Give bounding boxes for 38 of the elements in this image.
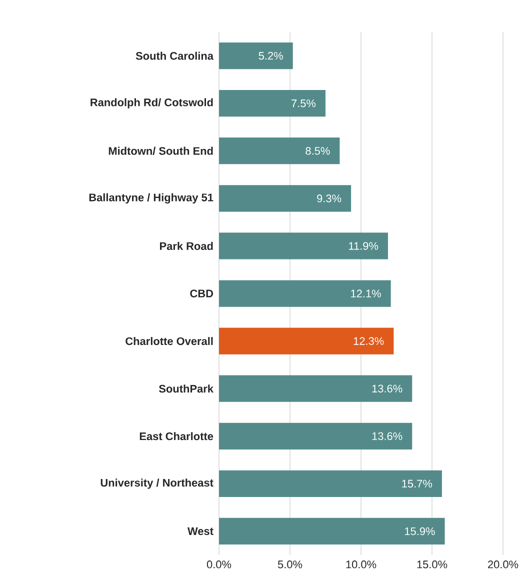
y-tick-label: University / Northeast: [100, 478, 214, 489]
y-tick-label: Randolph Rd/ Cotswold: [90, 98, 213, 108]
data-label: 15.7%: [402, 480, 432, 488]
data-label: 12.3%: [354, 337, 384, 345]
y-tick-label: East Charlotte: [140, 432, 214, 440]
y-tick-label: SouthPark: [158, 384, 214, 393]
y-tick-label: South Carolina: [136, 52, 214, 60]
data-label: 7.5%: [292, 99, 316, 108]
y-tick-label: West: [188, 527, 214, 536]
bar: [219, 470, 442, 497]
x-tick-label: 15.0%: [417, 560, 448, 568]
bar: [219, 422, 412, 450]
data-label: 15.9%: [405, 527, 435, 536]
x-tick-label: 5.0%: [278, 560, 302, 568]
y-tick-label: CBD: [190, 290, 214, 298]
bar: [219, 375, 412, 402]
y-tick-label: Park Road: [160, 242, 213, 250]
x-tick-label: 20.0%: [488, 560, 518, 568]
bar: [219, 518, 445, 545]
bar: [219, 232, 388, 260]
data-label: 13.6%: [372, 384, 402, 392]
bar: [219, 185, 352, 212]
bar: [219, 90, 326, 117]
bar: [219, 328, 394, 354]
x-tick-label: 10.0%: [346, 560, 376, 568]
y-tick-label: Midtown/ South End: [108, 146, 213, 155]
data-label: 5.2%: [258, 52, 283, 60]
y-tick-label: Ballantyne / Highway 51: [89, 193, 214, 204]
bar: [219, 138, 340, 164]
data-label: 13.6%: [372, 432, 402, 440]
bar: [219, 42, 293, 70]
data-label: 12.1%: [351, 290, 381, 298]
bar: [219, 280, 391, 307]
x-tick-label: 0.0%: [206, 560, 232, 568]
data-label: 11.9%: [349, 242, 378, 250]
y-tick-label: Charlotte Overall: [126, 337, 213, 346]
data-label: 8.5%: [306, 146, 330, 155]
data-label: 9.3%: [317, 194, 342, 202]
